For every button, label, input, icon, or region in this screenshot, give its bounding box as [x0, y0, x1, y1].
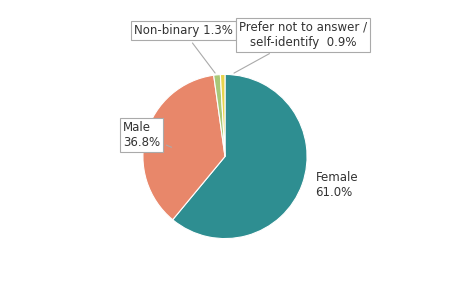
- Wedge shape: [173, 74, 307, 239]
- Wedge shape: [214, 75, 225, 156]
- Text: Male
36.8%: Male 36.8%: [123, 121, 172, 149]
- Wedge shape: [143, 75, 225, 220]
- Text: Non-binary 1.3%: Non-binary 1.3%: [134, 24, 233, 73]
- Text: Female
61.0%: Female 61.0%: [316, 171, 358, 199]
- Text: Prefer not to answer /
self-identify  0.9%: Prefer not to answer / self-identify 0.9…: [234, 21, 367, 73]
- Wedge shape: [220, 74, 225, 156]
